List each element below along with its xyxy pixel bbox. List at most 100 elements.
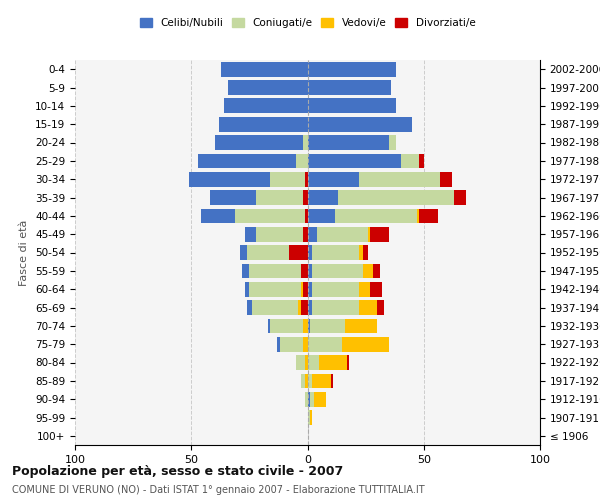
Bar	[308, 227, 317, 242]
Bar	[305, 374, 308, 388]
Bar	[310, 318, 344, 333]
Bar	[198, 154, 296, 168]
Bar	[344, 318, 377, 333]
Bar	[219, 117, 308, 132]
Bar	[308, 80, 391, 95]
Bar	[308, 135, 389, 150]
Bar	[256, 227, 303, 242]
Bar	[310, 392, 314, 406]
Bar	[373, 264, 380, 278]
Bar	[308, 264, 312, 278]
Bar	[308, 154, 401, 168]
Bar	[312, 374, 331, 388]
Bar	[364, 264, 373, 278]
Bar	[419, 208, 438, 223]
Bar	[268, 318, 271, 333]
Bar	[308, 392, 310, 406]
Bar	[317, 227, 368, 242]
Bar	[335, 208, 417, 223]
Bar	[312, 245, 359, 260]
Bar	[280, 337, 303, 351]
Bar	[312, 300, 359, 315]
Bar	[308, 300, 312, 315]
Bar	[250, 264, 301, 278]
Bar	[301, 374, 305, 388]
Bar	[305, 208, 308, 223]
Bar	[303, 282, 308, 296]
Bar	[221, 62, 308, 76]
Bar	[308, 98, 396, 113]
Bar	[401, 154, 419, 168]
Bar	[308, 245, 312, 260]
Bar	[308, 355, 319, 370]
Bar	[370, 227, 389, 242]
Bar	[301, 264, 308, 278]
Bar	[347, 355, 349, 370]
Bar	[377, 300, 384, 315]
Bar	[368, 227, 370, 242]
Bar	[359, 172, 440, 186]
Bar	[308, 374, 312, 388]
Bar	[296, 154, 308, 168]
Bar	[301, 282, 303, 296]
Bar	[247, 300, 252, 315]
Bar	[359, 282, 370, 296]
Bar	[319, 355, 347, 370]
Bar	[305, 392, 308, 406]
Bar	[245, 282, 250, 296]
Bar	[252, 300, 298, 315]
Bar	[245, 227, 256, 242]
Bar	[308, 62, 396, 76]
Bar	[308, 117, 412, 132]
Bar	[229, 80, 308, 95]
Bar	[271, 318, 303, 333]
Bar	[224, 98, 308, 113]
Bar	[312, 282, 359, 296]
Bar	[256, 190, 303, 205]
Bar	[343, 337, 389, 351]
Y-axis label: Fasce di età: Fasce di età	[19, 220, 29, 286]
Bar	[215, 135, 303, 150]
Legend: Celibi/Nubili, Coniugati/e, Vedovi/e, Divorziati/e: Celibi/Nubili, Coniugati/e, Vedovi/e, Di…	[137, 15, 478, 32]
Bar	[308, 190, 338, 205]
Bar	[308, 337, 343, 351]
Bar	[389, 135, 396, 150]
Bar	[308, 282, 312, 296]
Bar	[247, 245, 289, 260]
Bar	[250, 282, 301, 296]
Bar	[303, 227, 308, 242]
Bar	[303, 135, 308, 150]
Bar	[200, 208, 235, 223]
Bar	[240, 245, 247, 260]
Bar	[305, 355, 308, 370]
Bar	[271, 172, 305, 186]
Bar	[417, 208, 419, 223]
Bar	[303, 190, 308, 205]
Bar	[308, 208, 335, 223]
Bar	[370, 282, 382, 296]
Bar	[359, 300, 377, 315]
Bar	[312, 264, 363, 278]
Bar	[305, 172, 308, 186]
Bar	[308, 172, 359, 186]
Bar	[359, 245, 363, 260]
Bar	[303, 318, 308, 333]
Bar	[338, 190, 454, 205]
Text: COMUNE DI VERUNO (NO) - Dati ISTAT 1° gennaio 2007 - Elaborazione TUTTITALIA.IT: COMUNE DI VERUNO (NO) - Dati ISTAT 1° ge…	[12, 485, 425, 495]
Bar	[308, 410, 310, 425]
Bar	[301, 300, 308, 315]
Bar	[210, 190, 256, 205]
Bar	[303, 337, 308, 351]
Bar	[277, 337, 280, 351]
Bar	[298, 300, 301, 315]
Bar	[454, 190, 466, 205]
Bar	[364, 245, 368, 260]
Bar	[314, 392, 326, 406]
Text: Popolazione per età, sesso e stato civile - 2007: Popolazione per età, sesso e stato civil…	[12, 465, 343, 478]
Bar	[331, 374, 333, 388]
Bar	[308, 318, 310, 333]
Bar	[440, 172, 452, 186]
Bar	[310, 410, 312, 425]
Bar	[189, 172, 271, 186]
Bar	[289, 245, 308, 260]
